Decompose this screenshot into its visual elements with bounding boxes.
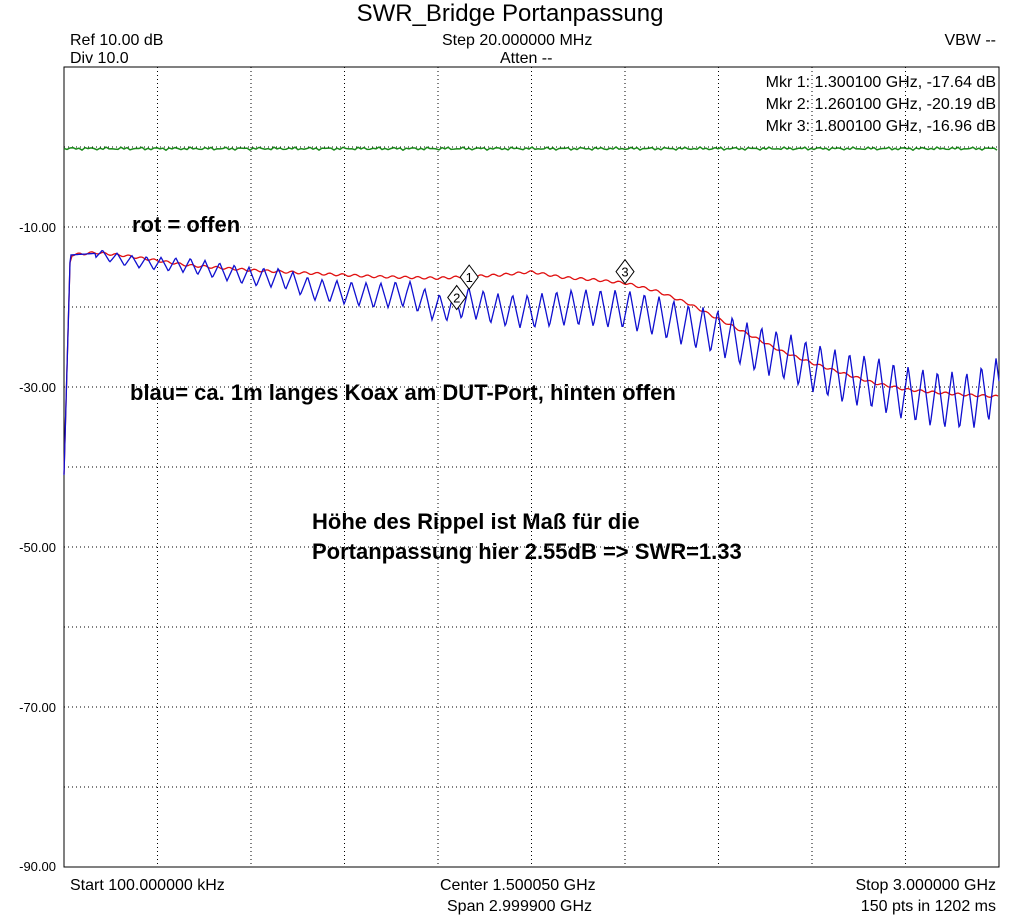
y-tick-label: -70.00 xyxy=(19,700,56,715)
annotation-blue-trace: blau= ca. 1m langes Koax am DUT-Port, hi… xyxy=(130,380,676,405)
marker-2-diamond xyxy=(447,284,467,311)
atten-label: Atten -- xyxy=(500,50,553,67)
annotation-ripple-line2: Portanpassung hier 2.55dB => SWR=1.33 xyxy=(312,539,742,564)
annotation-ripple-line1: Höhe des Rippel ist Maß für die xyxy=(312,509,640,534)
red-trace xyxy=(63,251,999,475)
y-tick-label: -10.00 xyxy=(19,220,56,235)
div-label: Div 10.0 xyxy=(70,50,129,67)
blue-trace xyxy=(63,249,1000,476)
marker-2-label: 2 xyxy=(453,291,460,306)
marker-1-label: 1 xyxy=(466,270,473,285)
y-tick-label: -90.00 xyxy=(19,859,56,874)
green-trace xyxy=(63,146,998,152)
center-frequency-label: Center 1.500050 GHz xyxy=(440,877,596,894)
marker-1-readout: Mkr 1: 1.300100 GHz, -17.64 dB xyxy=(765,74,996,91)
ref-level-label: Ref 10.00 dB xyxy=(70,32,164,49)
start-frequency-label: Start 100.000000 kHz xyxy=(70,877,225,894)
marker-1-diamond xyxy=(459,264,479,290)
y-tick-label: -30.00 xyxy=(19,380,56,395)
step-label: Step 20.000000 MHz xyxy=(442,32,593,49)
y-tick-label: -50.00 xyxy=(19,540,56,555)
annotation-red-trace: rot = offen xyxy=(132,212,241,237)
marker-3-label: 3 xyxy=(621,265,628,280)
sweep-info-label: 150 pts in 1202 ms xyxy=(860,898,996,915)
vbw-label: VBW -- xyxy=(944,32,996,49)
stop-frequency-label: Stop 3.000000 GHz xyxy=(855,877,996,894)
marker-3-diamond xyxy=(615,258,635,285)
marker-2-readout: Mkr 2: 1.260100 GHz, -20.19 dB xyxy=(765,96,996,113)
span-label: Span 2.999900 GHz xyxy=(447,898,592,915)
chart-title: SWR_Bridge Portanpassung xyxy=(356,0,664,27)
marker-3-readout: Mkr 3: 1.800100 GHz, -16.96 dB xyxy=(765,118,996,135)
